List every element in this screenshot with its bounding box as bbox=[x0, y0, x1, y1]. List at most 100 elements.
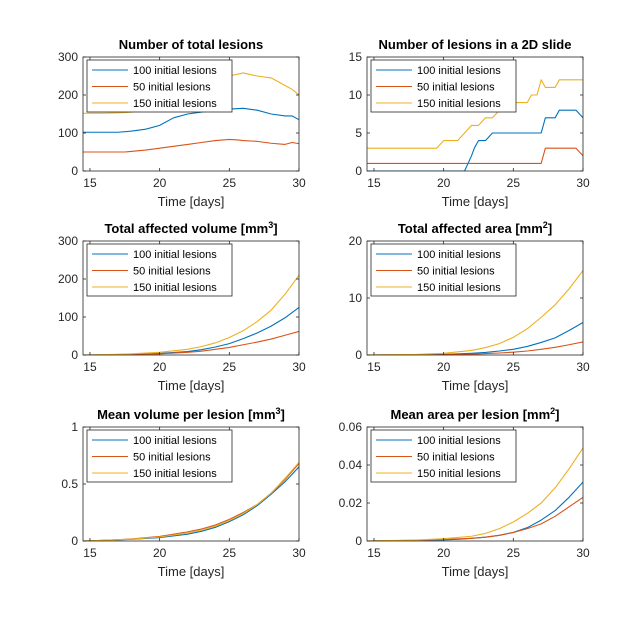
legend-label-1: 100 initial lesions bbox=[417, 435, 501, 447]
x-tick-label: 15 bbox=[367, 176, 381, 190]
y-tick-label: 15 bbox=[349, 50, 363, 64]
chart-panel-4: 15 20 25 30 0 10 20 Total affected area [mm2] Ti… bbox=[349, 220, 590, 393]
chart-panel-5: 15 20 25 30 0 0.5 1 Mean volume per lesion [mm3… bbox=[61, 406, 306, 579]
axes-box bbox=[366, 426, 584, 542]
series-line-3 bbox=[367, 447, 583, 541]
y-tick-label: 300 bbox=[58, 50, 78, 64]
x-tick-label: 15 bbox=[367, 360, 381, 374]
x-tick-label: 15 bbox=[83, 546, 97, 560]
x-tick-label: 20 bbox=[153, 546, 167, 560]
chart-title: Total affected area [mm2] bbox=[398, 220, 552, 236]
x-tick-label: 25 bbox=[507, 176, 521, 190]
y-tick-label: 0.04 bbox=[339, 458, 363, 472]
y-tick-label: 10 bbox=[349, 291, 363, 305]
series-line-2 bbox=[83, 138, 299, 153]
x-tick-label: 30 bbox=[292, 360, 306, 374]
legend-label-1: 100 initial lesions bbox=[417, 249, 501, 261]
x-tick-label: 15 bbox=[83, 176, 97, 190]
chart-panel-2: 15 20 25 30 0 5 10 15 Number of lesions in a 2D … bbox=[349, 37, 590, 209]
x-tick-label: 30 bbox=[576, 546, 590, 560]
x-tick-label: 20 bbox=[437, 176, 451, 190]
y-tick-label: 10 bbox=[349, 88, 363, 102]
legend-label-1: 100 initial lesions bbox=[417, 65, 501, 77]
series-line-3 bbox=[83, 274, 299, 355]
series-lines bbox=[83, 461, 299, 541]
y-tick-label: 200 bbox=[58, 272, 78, 286]
y-tick-label: 0 bbox=[355, 534, 362, 548]
legend-label-2: 50 initial lesions bbox=[133, 266, 211, 278]
legend-label-3: 150 initial lesions bbox=[417, 282, 501, 294]
legend-label-3: 150 initial lesions bbox=[133, 282, 217, 294]
y-tick-label: 100 bbox=[58, 126, 78, 140]
legend-label-2: 50 initial lesions bbox=[417, 82, 495, 94]
x-tick-label: 15 bbox=[367, 546, 381, 560]
legend: 100 initial lesions 50 initial lesions 150… bbox=[86, 59, 233, 113]
y-tick-label: 0.5 bbox=[61, 477, 78, 491]
y-tick-label: 5 bbox=[355, 126, 362, 140]
y-tick-label: 100 bbox=[58, 310, 78, 324]
x-axis-label: Time [days] bbox=[442, 564, 509, 579]
series-line-1 bbox=[367, 109, 583, 171]
x-axis-label: Time [days] bbox=[158, 564, 225, 579]
y-tick-label: 20 bbox=[349, 234, 363, 248]
series-line-2 bbox=[367, 496, 583, 541]
chart-title: Total affected volume [mm3] bbox=[104, 220, 277, 236]
x-tick-label: 30 bbox=[576, 360, 590, 374]
series-line-3 bbox=[367, 270, 583, 355]
legend-label-2: 50 initial lesions bbox=[417, 266, 495, 278]
x-tick-label: 20 bbox=[153, 176, 167, 190]
chart-title: Mean volume per lesion [mm3] bbox=[97, 406, 285, 422]
x-tick-label: 30 bbox=[292, 176, 306, 190]
y-tick-label: 1 bbox=[71, 420, 78, 434]
x-tick-label: 20 bbox=[437, 546, 451, 560]
y-tick-label: 0 bbox=[355, 348, 362, 362]
chart-title: Mean area per lesion [mm2] bbox=[390, 406, 559, 422]
x-tick-label: 25 bbox=[223, 176, 237, 190]
legend: 100 initial lesions 50 initial lesions 150… bbox=[370, 429, 517, 483]
legend-label-3: 150 initial lesions bbox=[417, 98, 501, 110]
legend: 100 initial lesions 50 initial lesions 150… bbox=[370, 59, 517, 113]
legend-label-1: 100 initial lesions bbox=[133, 65, 217, 77]
axes-box bbox=[82, 56, 300, 172]
y-tick-label: 0 bbox=[71, 534, 78, 548]
y-tick-label: 0 bbox=[71, 348, 78, 362]
y-tick-label: 0.02 bbox=[339, 496, 363, 510]
chart-panel-6: 15 20 25 30 0 0.02 0.04 0.06 Mean area per lesio… bbox=[339, 406, 590, 579]
y-tick-label: 300 bbox=[58, 234, 78, 248]
x-tick-label: 20 bbox=[153, 360, 167, 374]
legend-label-3: 150 initial lesions bbox=[417, 468, 501, 480]
y-tick-label: 200 bbox=[58, 88, 78, 102]
x-axis-label: Time [days] bbox=[442, 194, 509, 209]
x-tick-label: 15 bbox=[83, 360, 97, 374]
series-line-3 bbox=[83, 461, 299, 541]
legend: 100 initial lesions 50 initial lesions 150… bbox=[86, 243, 233, 297]
legend-label-2: 50 initial lesions bbox=[133, 82, 211, 94]
legend-label-1: 100 initial lesions bbox=[133, 435, 217, 447]
x-axis-label: Time [days] bbox=[442, 378, 509, 393]
x-tick-label: 25 bbox=[223, 546, 237, 560]
x-tick-label: 30 bbox=[576, 176, 590, 190]
legend: 100 initial lesions 50 initial lesions 150… bbox=[86, 429, 233, 483]
y-tick-label: 0 bbox=[71, 164, 78, 178]
x-tick-label: 25 bbox=[223, 360, 237, 374]
legend-label-3: 150 initial lesions bbox=[133, 98, 217, 110]
axes-box bbox=[82, 240, 300, 356]
legend-label-3: 150 initial lesions bbox=[133, 468, 217, 480]
chart-title: Number of total lesions bbox=[119, 37, 263, 52]
legend-label-2: 50 initial lesions bbox=[417, 452, 495, 464]
axes-box bbox=[366, 56, 584, 172]
x-axis-label: Time [days] bbox=[158, 378, 225, 393]
x-axis-label: Time [days] bbox=[158, 194, 225, 209]
x-tick-label: 25 bbox=[507, 546, 521, 560]
x-tick-label: 30 bbox=[292, 546, 306, 560]
y-tick-label: 0.06 bbox=[339, 420, 363, 434]
legend-label-2: 50 initial lesions bbox=[133, 452, 211, 464]
y-tick-label: 0 bbox=[355, 164, 362, 178]
x-tick-label: 25 bbox=[507, 360, 521, 374]
legend-label-1: 100 initial lesions bbox=[133, 249, 217, 261]
x-tick-label: 20 bbox=[437, 360, 451, 374]
series-line-2 bbox=[367, 147, 583, 164]
